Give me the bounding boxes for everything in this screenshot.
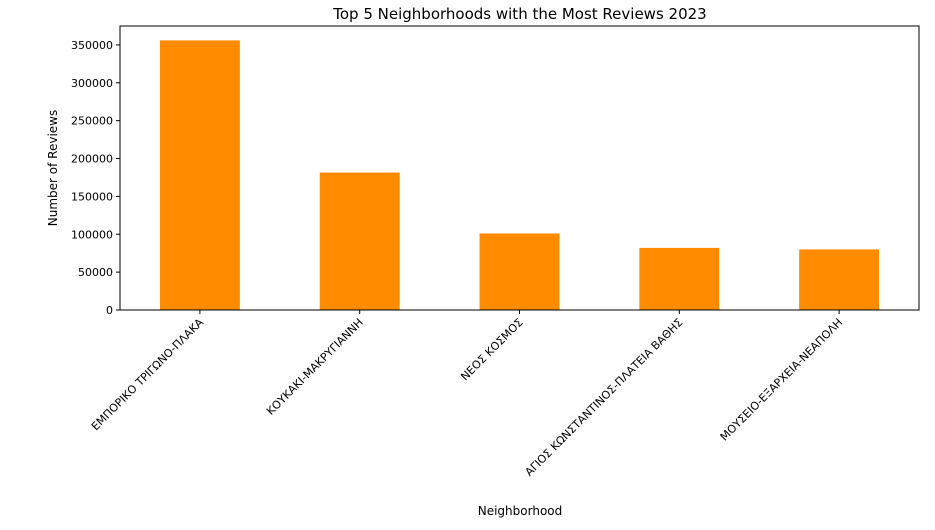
bar-4	[799, 249, 880, 310]
y-tick-label-2: 100000	[71, 228, 113, 241]
x-axis: ΕΜΠΟΡΙΚΟ ΤΡΙΓΩΝΟ-ΠΛΑΚΑ ΚΟΥΚΑΚΙ-ΜΑΚΡΥΓΙΑΝΝ…	[89, 310, 845, 479]
y-tick-label-0: 0	[106, 304, 113, 317]
chart-title: Top 5 Neighborhoods with the Most Review…	[332, 5, 706, 23]
y-axis: 0 50000 100000 150000 200000 250000 300000 3500…	[71, 39, 120, 317]
x-tick-label-3: ΑΓΙΟΣ ΚΩΝΣΤΑΝΤΙΝΟΣ-ΠΛΑΤΕΙΑ ΒΑΘΗΣ	[523, 316, 686, 479]
bar-0	[159, 40, 240, 310]
x-tick-label-0: ΕΜΠΟΡΙΚΟ ΤΡΙΓΩΝΟ-ΠΛΑΚΑ	[89, 316, 206, 433]
y-tick-label-1: 50000	[78, 266, 113, 279]
plot-frame	[119, 25, 920, 311]
y-tick-label-3: 150000	[71, 190, 113, 203]
x-tick-label-4: ΜΟΥΣΕΙΟ-ΕΞΑΡΧΕΙΑ-ΝΕΑΠΟΛΗ	[718, 316, 846, 444]
x-tick-label-2: ΝΕΟΣ ΚΟΣΜΟΣ	[458, 316, 525, 383]
y-tick-label-5: 250000	[71, 115, 113, 128]
bar-1	[319, 172, 400, 310]
y-axis-label: Number of Reviews	[46, 110, 60, 226]
bar-3	[639, 247, 720, 310]
y-tick-label-7: 350000	[71, 39, 113, 52]
bars-group	[159, 40, 880, 310]
x-axis-label: Neighborhood	[478, 504, 563, 518]
x-tick-label-1: ΚΟΥΚΑΚΙ-ΜΑΚΡΥΓΙΑΝΝΗ	[264, 316, 366, 418]
y-tick-label-4: 200000	[71, 153, 113, 166]
y-tick-label-6: 300000	[71, 77, 113, 90]
bar-2	[479, 233, 560, 310]
